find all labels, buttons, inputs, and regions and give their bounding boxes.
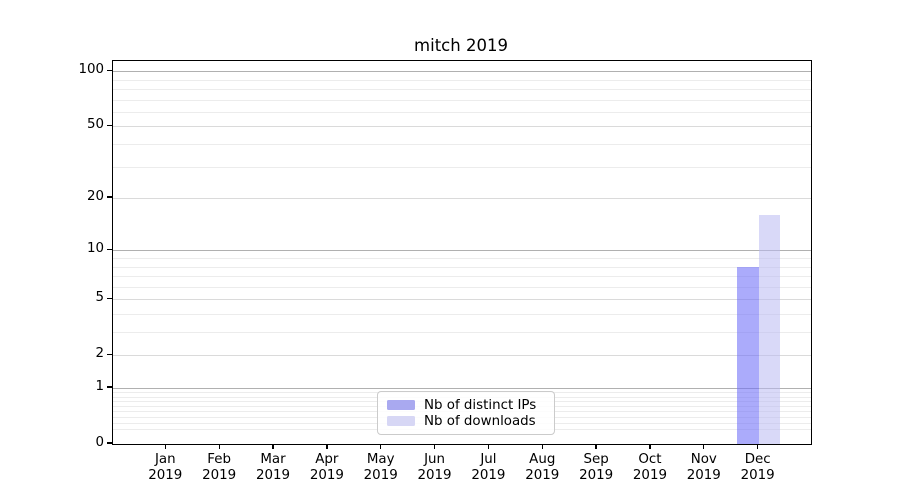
x-tick-year: 2019 bbox=[148, 467, 183, 483]
x-tick-label: Dec 2019 bbox=[726, 452, 790, 483]
x-tick-month: Sep bbox=[583, 452, 609, 467]
x-tick-label: Aug 2019 bbox=[510, 452, 574, 483]
x-tick-year: 2019 bbox=[740, 467, 775, 483]
bar-downloads bbox=[758, 215, 781, 444]
x-tick-label: Jan 2019 bbox=[133, 452, 197, 483]
y-tick bbox=[107, 69, 112, 71]
y-tick bbox=[107, 196, 112, 198]
x-tick bbox=[218, 444, 220, 449]
x-tick-label: Sep 2019 bbox=[564, 452, 628, 483]
x-tick-month: Jul bbox=[480, 452, 497, 467]
x-tick-month: Nov bbox=[690, 452, 717, 467]
x-tick bbox=[595, 444, 597, 449]
y-tick bbox=[107, 442, 112, 444]
x-tick-month: Dec bbox=[744, 452, 771, 467]
gridline-minor bbox=[113, 111, 811, 113]
legend-swatch-distinct-ips bbox=[387, 400, 415, 410]
x-tick-year: 2019 bbox=[417, 467, 452, 483]
y-tick-label: 0 bbox=[95, 435, 104, 450]
x-tick-label: Oct 2019 bbox=[618, 452, 682, 483]
x-tick-year: 2019 bbox=[363, 467, 398, 483]
x-tick bbox=[757, 444, 759, 449]
x-tick bbox=[380, 444, 382, 449]
x-tick-year: 2019 bbox=[579, 467, 614, 483]
x-tick-year: 2019 bbox=[686, 467, 721, 483]
gridline-minor bbox=[113, 166, 811, 168]
gridline-major bbox=[113, 250, 811, 252]
plot-area bbox=[112, 60, 812, 445]
y-tick-label: 50 bbox=[86, 117, 104, 133]
x-tick bbox=[433, 444, 436, 449]
x-tick bbox=[164, 444, 166, 449]
x-tick bbox=[703, 444, 705, 449]
x-tick-year: 2019 bbox=[309, 467, 344, 483]
gridline-minor bbox=[113, 99, 811, 101]
x-tick-year: 2019 bbox=[632, 467, 667, 483]
x-tick-month: May bbox=[366, 452, 395, 467]
y-tick bbox=[107, 353, 112, 355]
gridline-minor bbox=[113, 144, 811, 146]
legend-label-distinct-ips: Nb of distinct IPs bbox=[424, 397, 537, 413]
y-tick bbox=[107, 124, 112, 127]
legend-item-distinct-ips: Nb of distinct IPs bbox=[387, 398, 545, 413]
gridline-minor bbox=[113, 258, 811, 259]
bar-distinct-ips bbox=[737, 266, 759, 444]
gridline-labeled-minor bbox=[113, 299, 811, 301]
x-tick-month: Jun bbox=[424, 452, 446, 467]
x-tick-year: 2019 bbox=[255, 467, 291, 483]
y-tick-label: 2 bbox=[95, 346, 104, 362]
x-tick-label: May 2019 bbox=[349, 452, 413, 483]
gridline-minor bbox=[113, 313, 811, 315]
x-tick-label: Nov 2019 bbox=[672, 452, 736, 483]
x-tick-label: Apr 2019 bbox=[295, 452, 359, 483]
gridline-labeled-minor bbox=[113, 355, 811, 357]
y-tick-label: 5 bbox=[95, 290, 104, 306]
legend-swatch-downloads bbox=[387, 416, 415, 426]
y-tick bbox=[107, 248, 112, 250]
x-tick-label: Jul 2019 bbox=[456, 452, 520, 483]
x-tick bbox=[487, 444, 490, 449]
gridline-labeled-minor bbox=[113, 126, 811, 128]
x-tick-label: Jun 2019 bbox=[403, 452, 467, 483]
gridline-labeled-minor bbox=[113, 198, 811, 200]
y-tick-label: 10 bbox=[86, 241, 104, 257]
legend: Nb of distinct IPs Nb of downloads bbox=[377, 391, 555, 435]
gridline-minor bbox=[113, 286, 811, 288]
legend-label-downloads: Nb of downloads bbox=[424, 413, 536, 429]
x-tick-month: Jan bbox=[154, 452, 176, 467]
x-tick-year: 2019 bbox=[202, 467, 237, 483]
gridline-major bbox=[113, 388, 811, 389]
gridline-minor bbox=[113, 89, 811, 91]
x-tick bbox=[272, 444, 274, 449]
x-tick-label: Feb 2019 bbox=[187, 452, 251, 483]
y-tick bbox=[107, 386, 112, 388]
x-tick-month: Mar bbox=[260, 452, 286, 467]
y-tick-label: 20 bbox=[86, 189, 104, 205]
x-tick-month: Aug bbox=[529, 452, 556, 467]
gridline-major bbox=[113, 71, 811, 73]
x-tick-month: Feb bbox=[207, 452, 232, 467]
gridline-minor bbox=[113, 276, 811, 278]
gridline-minor bbox=[113, 332, 811, 334]
gridline-minor bbox=[113, 266, 811, 268]
x-tick bbox=[326, 444, 328, 449]
y-tick bbox=[107, 297, 112, 299]
y-tick-label: 100 bbox=[78, 62, 104, 78]
x-tick-year: 2019 bbox=[471, 467, 506, 483]
gridline-minor bbox=[113, 79, 811, 81]
x-tick bbox=[541, 444, 543, 449]
chart-title: mitch 2019 bbox=[414, 36, 508, 55]
legend-item-downloads: Nb of downloads bbox=[387, 414, 545, 429]
x-tick-month: Oct bbox=[638, 452, 662, 467]
x-tick-label: Mar 2019 bbox=[241, 452, 305, 483]
x-tick-year: 2019 bbox=[525, 467, 560, 483]
x-tick bbox=[649, 444, 651, 449]
x-tick-month: Apr bbox=[315, 452, 339, 467]
y-tick-label: 1 bbox=[95, 379, 104, 394]
